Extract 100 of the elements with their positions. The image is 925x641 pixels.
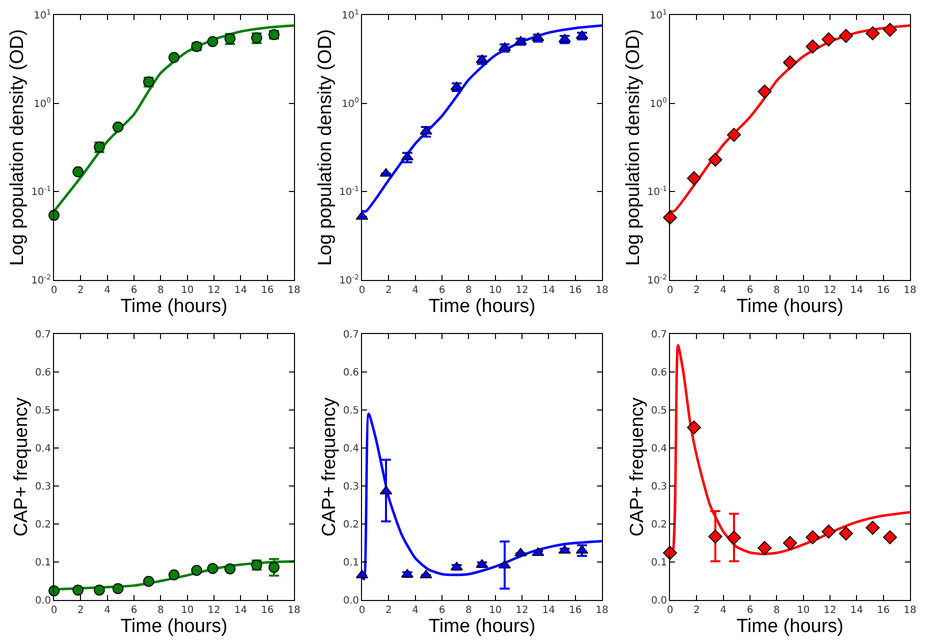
- y-tick-label: 0.0: [343, 596, 359, 606]
- x-tick-label: 14: [542, 285, 556, 296]
- x-tick-label: 8: [465, 605, 472, 616]
- x-tick-label: 10: [488, 285, 502, 296]
- point: [806, 530, 820, 544]
- x-tick-label: 2: [693, 605, 700, 616]
- x-tick-label: 8: [157, 605, 164, 616]
- y-tick-label: 0.4: [343, 444, 359, 454]
- y-tick-label: 0.5: [343, 406, 359, 416]
- x-tick-label: 16: [568, 285, 582, 296]
- x-axis-title: Time (hours): [120, 296, 228, 317]
- point: [758, 540, 772, 555]
- point: [687, 171, 701, 186]
- x-axis-title: Time (hours): [120, 616, 228, 637]
- x-tick-label: 0: [358, 285, 366, 296]
- x-tick-label: 8: [773, 605, 780, 616]
- y-tick-label: 10$^{-2}$: [31, 273, 51, 286]
- x-tick-label: 4: [412, 605, 419, 616]
- x-tick-label: 12: [208, 605, 220, 616]
- y-tick-label: 0.1: [343, 558, 359, 568]
- point: [143, 576, 154, 587]
- point: [806, 40, 820, 54]
- x-axis-title: Time (hours): [428, 616, 536, 637]
- x-tick-label: 12: [516, 605, 528, 616]
- x-tick-label: 8: [465, 285, 472, 296]
- y-tick-label: 10$^{-1}$: [31, 184, 51, 198]
- y-tick-label: 10$^{-1}$: [339, 184, 359, 198]
- x-tick-label: 0: [666, 285, 674, 296]
- point: [72, 584, 84, 596]
- x-tick-label: 0: [50, 605, 58, 616]
- y-tick-label: 0.7: [35, 330, 51, 340]
- y-tick-label: 0.7: [343, 330, 359, 340]
- x-tick-label: 6: [130, 285, 138, 296]
- x-tick-label: 14: [850, 605, 864, 616]
- x-tick-label: 0: [50, 285, 58, 296]
- y-tick-label: 0.3: [343, 482, 359, 492]
- y-tick-label: 10$^{1}$: [34, 8, 51, 22]
- x-tick-label: 14: [542, 605, 556, 616]
- y-tick-label: 10$^{1}$: [342, 8, 359, 22]
- x-tick-label: 12: [824, 605, 836, 616]
- point: [822, 32, 836, 46]
- point: [727, 128, 741, 142]
- y-tick-label: 0.0: [35, 596, 51, 606]
- x-tick-label: 2: [77, 285, 84, 296]
- y-tick-label: 0.5: [651, 406, 667, 416]
- x-tick-label: 10: [796, 285, 810, 296]
- x-tick-label: 2: [385, 605, 392, 616]
- y-tick-label: 0.6: [35, 368, 51, 378]
- x-tick-label: 6: [746, 605, 754, 616]
- y-axis-title: CAP+ frequency: [318, 397, 340, 536]
- x-tick-label: 18: [288, 605, 300, 616]
- x-tick-label: 4: [104, 605, 111, 616]
- x-tick-label: 12: [824, 285, 836, 296]
- point: [783, 55, 797, 70]
- y-tick-label: 10$^{-2}$: [339, 273, 359, 286]
- x-tick-label: 2: [385, 285, 392, 296]
- y-tick-label: 0.1: [35, 558, 51, 568]
- x-tick-label: 10: [180, 285, 194, 296]
- x-tick-label: 0: [666, 605, 674, 616]
- y-tick-label: 10$^{0}$: [34, 96, 51, 110]
- y-tick-label: 0.3: [651, 482, 667, 492]
- point: [112, 121, 124, 132]
- x-tick-label: 4: [104, 285, 111, 296]
- y-tick-label: 0.6: [651, 368, 667, 378]
- point: [883, 22, 897, 37]
- point: [708, 152, 722, 167]
- y-tick-label: 0.6: [343, 368, 359, 378]
- x-tick-label: 6: [438, 285, 446, 296]
- y-axis-title: CAP+ frequency: [626, 397, 648, 536]
- point: [758, 84, 772, 99]
- x-axis-title: Time (hours): [736, 616, 844, 637]
- x-tick-label: 4: [412, 285, 419, 296]
- point: [207, 562, 218, 574]
- x-tick-label: 6: [438, 605, 446, 616]
- point: [866, 26, 880, 40]
- x-tick-label: 6: [746, 285, 754, 296]
- point: [168, 52, 180, 64]
- y-tick-label: 0.1: [651, 558, 667, 568]
- y-tick-label: 10$^{0}$: [342, 96, 359, 110]
- x-tick-label: 2: [77, 605, 84, 616]
- y-tick-label: 10$^{0}$: [650, 96, 667, 110]
- x-tick-label: 0: [358, 605, 366, 616]
- y-tick-label: 0.5: [35, 406, 51, 416]
- x-tick-label: 16: [876, 605, 890, 616]
- x-tick-label: 12: [516, 285, 528, 296]
- point: [866, 520, 880, 535]
- x-tick-label: 8: [773, 285, 780, 296]
- x-tick-label: 2: [693, 285, 700, 296]
- y-axis-title: Log population density (OD): [623, 29, 644, 266]
- point: [112, 583, 124, 594]
- x-tick-label: 16: [260, 605, 274, 616]
- point: [191, 564, 202, 576]
- y-tick-label: 10$^{1}$: [650, 8, 667, 22]
- point: [839, 526, 853, 540]
- y-axis-title: CAP+ frequency: [10, 397, 32, 536]
- x-tick-label: 18: [904, 285, 916, 296]
- x-tick-label: 16: [568, 605, 582, 616]
- y-tick-label: 10$^{-1}$: [647, 184, 667, 198]
- x-tick-label: 14: [234, 285, 248, 296]
- y-tick-label: 0.7: [651, 330, 667, 340]
